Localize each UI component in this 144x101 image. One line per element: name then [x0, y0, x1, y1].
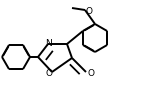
- Text: O: O: [88, 68, 94, 77]
- Text: O: O: [46, 69, 53, 78]
- Text: O: O: [86, 6, 92, 15]
- Text: N: N: [46, 38, 52, 47]
